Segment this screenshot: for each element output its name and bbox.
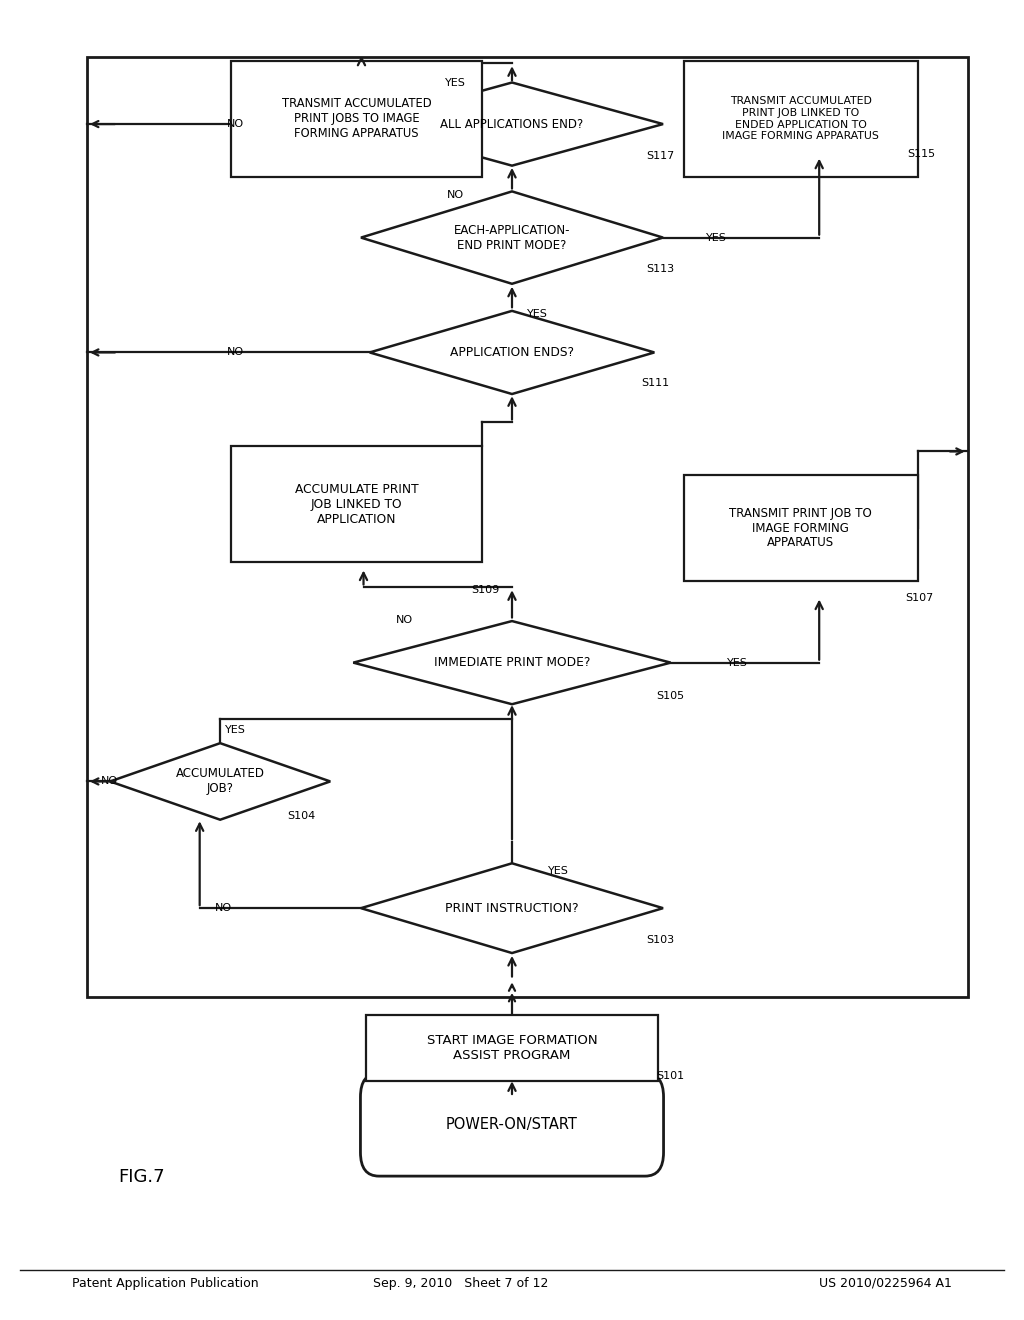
Polygon shape [361,82,664,165]
Text: S107: S107 [905,593,934,603]
Text: NO: NO [396,615,413,626]
Bar [367,1015,658,1081]
Bar [230,446,481,562]
Text: EACH-APPLICATION-
END PRINT MODE?: EACH-APPLICATION- END PRINT MODE? [454,223,570,252]
Text: S103: S103 [646,935,675,945]
Text: YES: YES [445,78,466,88]
Text: TRANSMIT ACCUMULATED
PRINT JOB LINKED TO
ENDED APPLICATION TO
IMAGE FORMING APPA: TRANSMIT ACCUMULATED PRINT JOB LINKED TO… [722,96,880,141]
Text: S109: S109 [471,585,500,595]
Text: Patent Application Publication: Patent Application Publication [72,1276,258,1290]
Polygon shape [361,191,664,284]
Polygon shape [353,622,671,704]
Bar [684,475,918,581]
Polygon shape [370,312,654,393]
Text: ACCUMULATED
JOB?: ACCUMULATED JOB? [176,767,264,796]
Text: NO: NO [101,776,118,787]
Text: S115: S115 [907,149,936,160]
Text: TRANSMIT PRINT JOB TO
IMAGE FORMING
APPARATUS: TRANSMIT PRINT JOB TO IMAGE FORMING APPA… [729,507,872,549]
Text: YES: YES [707,232,727,243]
FancyBboxPatch shape [360,1073,664,1176]
Text: PRINT INSTRUCTION?: PRINT INSTRUCTION? [445,902,579,915]
Bar [684,61,918,177]
Text: S111: S111 [641,378,670,388]
Text: FIG.7: FIG.7 [118,1168,165,1187]
Text: US 2010/0225964 A1: US 2010/0225964 A1 [819,1276,952,1290]
Text: NO: NO [227,119,244,129]
Text: YES: YES [727,657,748,668]
Polygon shape [111,743,330,820]
Text: IMMEDIATE PRINT MODE?: IMMEDIATE PRINT MODE? [434,656,590,669]
Text: POWER-ON/START: POWER-ON/START [446,1117,578,1133]
Text: YES: YES [225,725,246,735]
Text: NO: NO [447,190,464,201]
Text: YES: YES [548,866,568,876]
Text: ALL APPLICATIONS END?: ALL APPLICATIONS END? [440,117,584,131]
Text: TRANSMIT ACCUMULATED
PRINT JOBS TO IMAGE
FORMING APPARATUS: TRANSMIT ACCUMULATED PRINT JOBS TO IMAGE… [282,98,431,140]
Text: Sep. 9, 2010   Sheet 7 of 12: Sep. 9, 2010 Sheet 7 of 12 [373,1276,549,1290]
Text: ACCUMULATE PRINT
JOB LINKED TO
APPLICATION: ACCUMULATE PRINT JOB LINKED TO APPLICATI… [295,483,418,525]
Text: START IMAGE FORMATION
ASSIST PROGRAM: START IMAGE FORMATION ASSIST PROGRAM [427,1034,597,1063]
Text: APPLICATION ENDS?: APPLICATION ENDS? [450,346,574,359]
Bar [87,57,968,997]
Polygon shape [361,863,664,953]
Text: YES: YES [527,309,548,319]
Text: S104: S104 [287,810,315,821]
Text: S101: S101 [656,1071,685,1081]
Bar [230,61,481,177]
Text: S105: S105 [656,690,685,701]
Text: NO: NO [227,347,244,358]
Text: S113: S113 [646,264,675,275]
Text: NO: NO [215,903,231,913]
Text: S117: S117 [646,150,675,161]
